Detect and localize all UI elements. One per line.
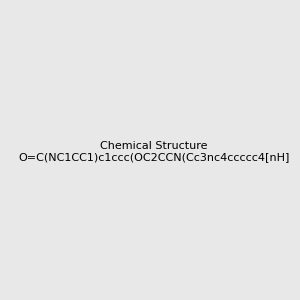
Text: Chemical Structure
O=C(NC1CC1)c1ccc(OC2CCN(Cc3nc4ccccc4[nH]: Chemical Structure O=C(NC1CC1)c1ccc(OC2C… <box>18 141 290 162</box>
